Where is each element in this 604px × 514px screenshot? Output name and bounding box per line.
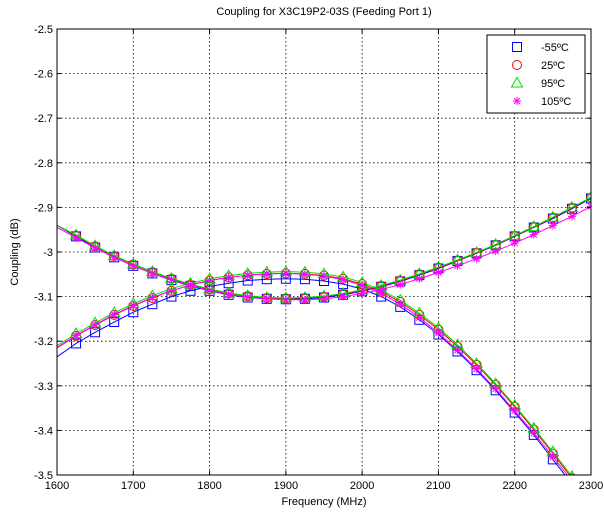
series-4-rising-point <box>129 301 138 310</box>
x-tick-label: 2300 <box>579 480 603 492</box>
series-4-falling-point <box>339 292 348 301</box>
legend-marker-3 <box>510 76 524 88</box>
series-4-falling-point <box>510 239 519 248</box>
series-4-rising-point <box>224 273 233 282</box>
series-4-falling-point <box>415 274 424 283</box>
series-4-rising-point <box>548 452 557 461</box>
series-4-falling-point <box>300 295 309 304</box>
series-4-rising-point <box>510 406 519 415</box>
series-4-falling-point <box>434 268 443 277</box>
series-2-rising-point <box>568 473 576 475</box>
legend: -55ºC 25ºC 95ºC 105ºC <box>486 34 586 114</box>
y-tick-label: -3.4 <box>34 425 53 437</box>
series-4-rising-point <box>148 293 157 302</box>
series-4-rising-point <box>491 384 500 393</box>
series-4-rising-point <box>377 289 386 298</box>
legend-label-1: -55ºC <box>541 42 569 54</box>
y-tick-label: -2.6 <box>34 69 53 81</box>
x-axis-label: Frequency (MHz) <box>282 496 367 508</box>
series-4-rising-point <box>72 331 81 340</box>
x-tick-label: 2100 <box>426 480 450 492</box>
series-4-falling-point <box>529 230 538 239</box>
legend-box <box>486 34 586 114</box>
x-tick-label: 1700 <box>121 480 145 492</box>
x-tick-label: 2200 <box>502 480 526 492</box>
legend-marker-2 <box>512 60 522 70</box>
series-4-falling-point <box>205 286 214 295</box>
y-tick-label: -3.3 <box>34 381 53 393</box>
series-4-falling-point <box>548 221 557 230</box>
series-4-rising-point <box>434 328 443 337</box>
series-3-falling-point <box>546 210 560 222</box>
series-4-falling-point <box>396 280 405 289</box>
series-4-rising-point <box>339 275 348 284</box>
series-4-falling-point <box>491 247 500 256</box>
series-4-falling-point <box>148 269 157 278</box>
series-4-rising-point <box>396 300 405 309</box>
y-tick-label: -3 <box>43 247 53 259</box>
y-tick-label: -2.9 <box>34 202 53 214</box>
chart-title: Coupling for X3C19P2-03S (Feeding Port 1… <box>216 6 431 18</box>
series-4-rising-point <box>472 364 481 373</box>
series-4-rising-point <box>167 286 176 295</box>
series-4-rising-point <box>243 271 252 280</box>
series-3-falling-point <box>527 220 541 232</box>
y-tick-label: -2.5 <box>34 24 53 36</box>
y-tick-label: -3.5 <box>34 470 53 482</box>
series-4-rising-point <box>453 346 462 355</box>
series-layer <box>57 190 591 475</box>
series-1-rising-line <box>57 278 566 475</box>
series-4-falling-point <box>72 233 81 242</box>
series-4-falling-point <box>243 293 252 302</box>
y-tick-label: -3.2 <box>34 336 53 348</box>
series-4-rising-point <box>91 320 100 329</box>
series-4-rising-point <box>358 281 367 290</box>
y-axis-label: Coupling (dB) <box>9 218 21 285</box>
axis-ticks: 1600 1700 1800 1900 2000 2100 2200 2300 -3.5 -3.4… <box>34 24 603 492</box>
series-4-falling-point <box>167 275 176 284</box>
series-4-falling-point <box>91 243 100 252</box>
series-4-falling-point <box>320 294 328 303</box>
series-4-falling-point <box>110 253 119 262</box>
x-tick-label: 2000 <box>350 480 374 492</box>
series-4-rising-point <box>300 270 309 279</box>
series-4-falling-point <box>224 290 233 299</box>
legend-marker-1 <box>512 42 522 52</box>
series-4-falling-point <box>472 254 481 263</box>
series-3-falling-point <box>584 190 591 202</box>
series-2-falling-point <box>586 192 591 203</box>
series-4-falling-point <box>377 285 386 294</box>
series-4-rising-point <box>205 276 214 285</box>
x-tick-label: 1900 <box>274 480 298 492</box>
x-tick-label: 1600 <box>45 480 69 492</box>
series-4-rising-point <box>110 310 119 319</box>
legend-marker-4 <box>513 97 521 105</box>
series-4-falling-point <box>262 294 271 303</box>
series-4-falling-point <box>281 295 290 304</box>
series-4-falling-point <box>567 212 576 221</box>
y-tick-label: -3.1 <box>34 292 53 304</box>
series-4 <box>57 202 591 475</box>
series-4-rising-point <box>415 313 424 322</box>
legend-label-4: 105ºC <box>541 96 571 108</box>
legend-label-3: 95ºC <box>541 78 565 90</box>
y-tick-label: -2.8 <box>34 158 53 170</box>
legend-label-2: 25ºC <box>541 60 565 72</box>
series-4-rising-point <box>262 269 271 278</box>
y-tick-label: -2.7 <box>34 113 53 125</box>
series-4-falling-point <box>453 261 462 270</box>
series-4-falling-point <box>358 289 367 298</box>
series-3-falling-point <box>565 200 579 212</box>
series-4-rising-point <box>281 269 290 278</box>
series-4-rising-point <box>529 429 538 438</box>
series-4-rising-point <box>320 272 328 281</box>
series-4-falling-point <box>129 261 138 270</box>
series-4-falling-point <box>186 281 195 290</box>
x-tick-label: 1800 <box>197 480 221 492</box>
